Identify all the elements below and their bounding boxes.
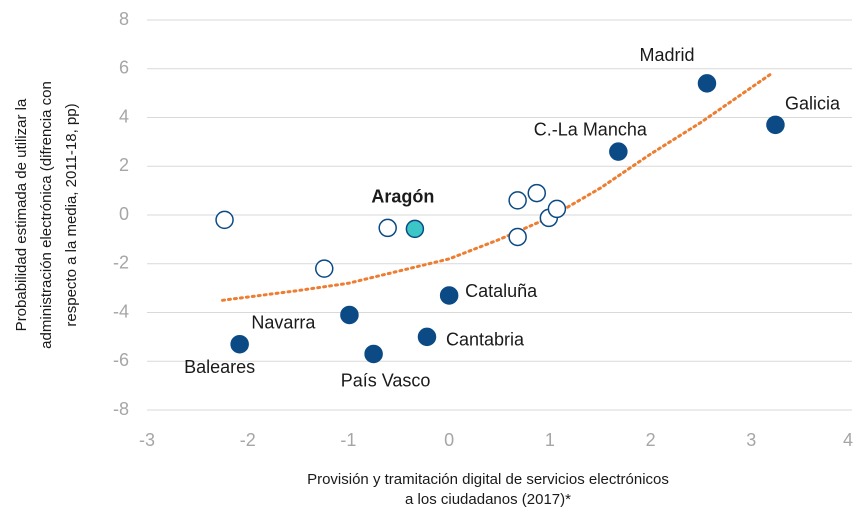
data-point	[230, 334, 249, 354]
y-axis-title: administración electrónica (difrencia co…	[38, 81, 55, 349]
data-point	[527, 183, 547, 203]
data-point	[315, 259, 334, 278]
x-tick-label: 2	[646, 430, 656, 450]
y-tick-label: 4	[119, 106, 129, 126]
y-tick-label: -8	[113, 399, 129, 419]
x-tick-label: 4	[843, 430, 853, 450]
x-axis-title: a los ciudadanos (2017)*	[405, 491, 571, 508]
y-axis-title: Probabilidad estimada de utilizar la	[13, 98, 30, 331]
point-label: Cantabria	[446, 330, 525, 350]
data-point	[766, 115, 785, 135]
y-tick-label: 0	[119, 204, 129, 224]
point-label: Cataluña	[465, 281, 538, 301]
y-tick-label: -4	[113, 301, 129, 321]
x-tick-label: 1	[545, 430, 555, 450]
point-label: Galicia	[785, 94, 841, 114]
point-label: Madrid	[639, 45, 694, 65]
data-point	[417, 327, 437, 347]
data-point	[508, 191, 527, 210]
x-axis-title: Provisión y tramitación digital de servi…	[307, 471, 669, 488]
y-tick-label: 8	[119, 9, 129, 29]
data-point	[439, 286, 459, 305]
x-tick-label: 3	[746, 430, 756, 450]
x-tick-label: -1	[340, 430, 356, 450]
data-point	[340, 305, 359, 325]
point-label: Navarra	[251, 313, 316, 333]
x-tick-label: 0	[444, 430, 454, 450]
data-point	[697, 74, 717, 93]
y-tick-label: 6	[119, 58, 129, 78]
y-tick-label: -2	[113, 253, 129, 273]
x-tick-label: -3	[139, 430, 155, 450]
point-label: País Vasco	[341, 371, 431, 391]
point-label: C.-La Mancha	[534, 119, 648, 139]
trend-line	[221, 72, 773, 302]
data-point	[609, 142, 628, 161]
x-tick-label: -2	[240, 430, 256, 450]
data-point	[508, 227, 527, 247]
data-point	[405, 219, 425, 239]
point-label: Aragón	[371, 187, 434, 207]
data-point	[378, 218, 397, 238]
point-label: Baleares	[184, 357, 255, 377]
data-point	[364, 344, 383, 364]
y-tick-label: -6	[113, 350, 129, 370]
y-tick-label: 2	[119, 155, 129, 175]
data-point	[215, 210, 234, 230]
y-axis-title: respecto a la media, 2011-18, pp)	[63, 103, 80, 326]
data-point	[547, 199, 567, 219]
